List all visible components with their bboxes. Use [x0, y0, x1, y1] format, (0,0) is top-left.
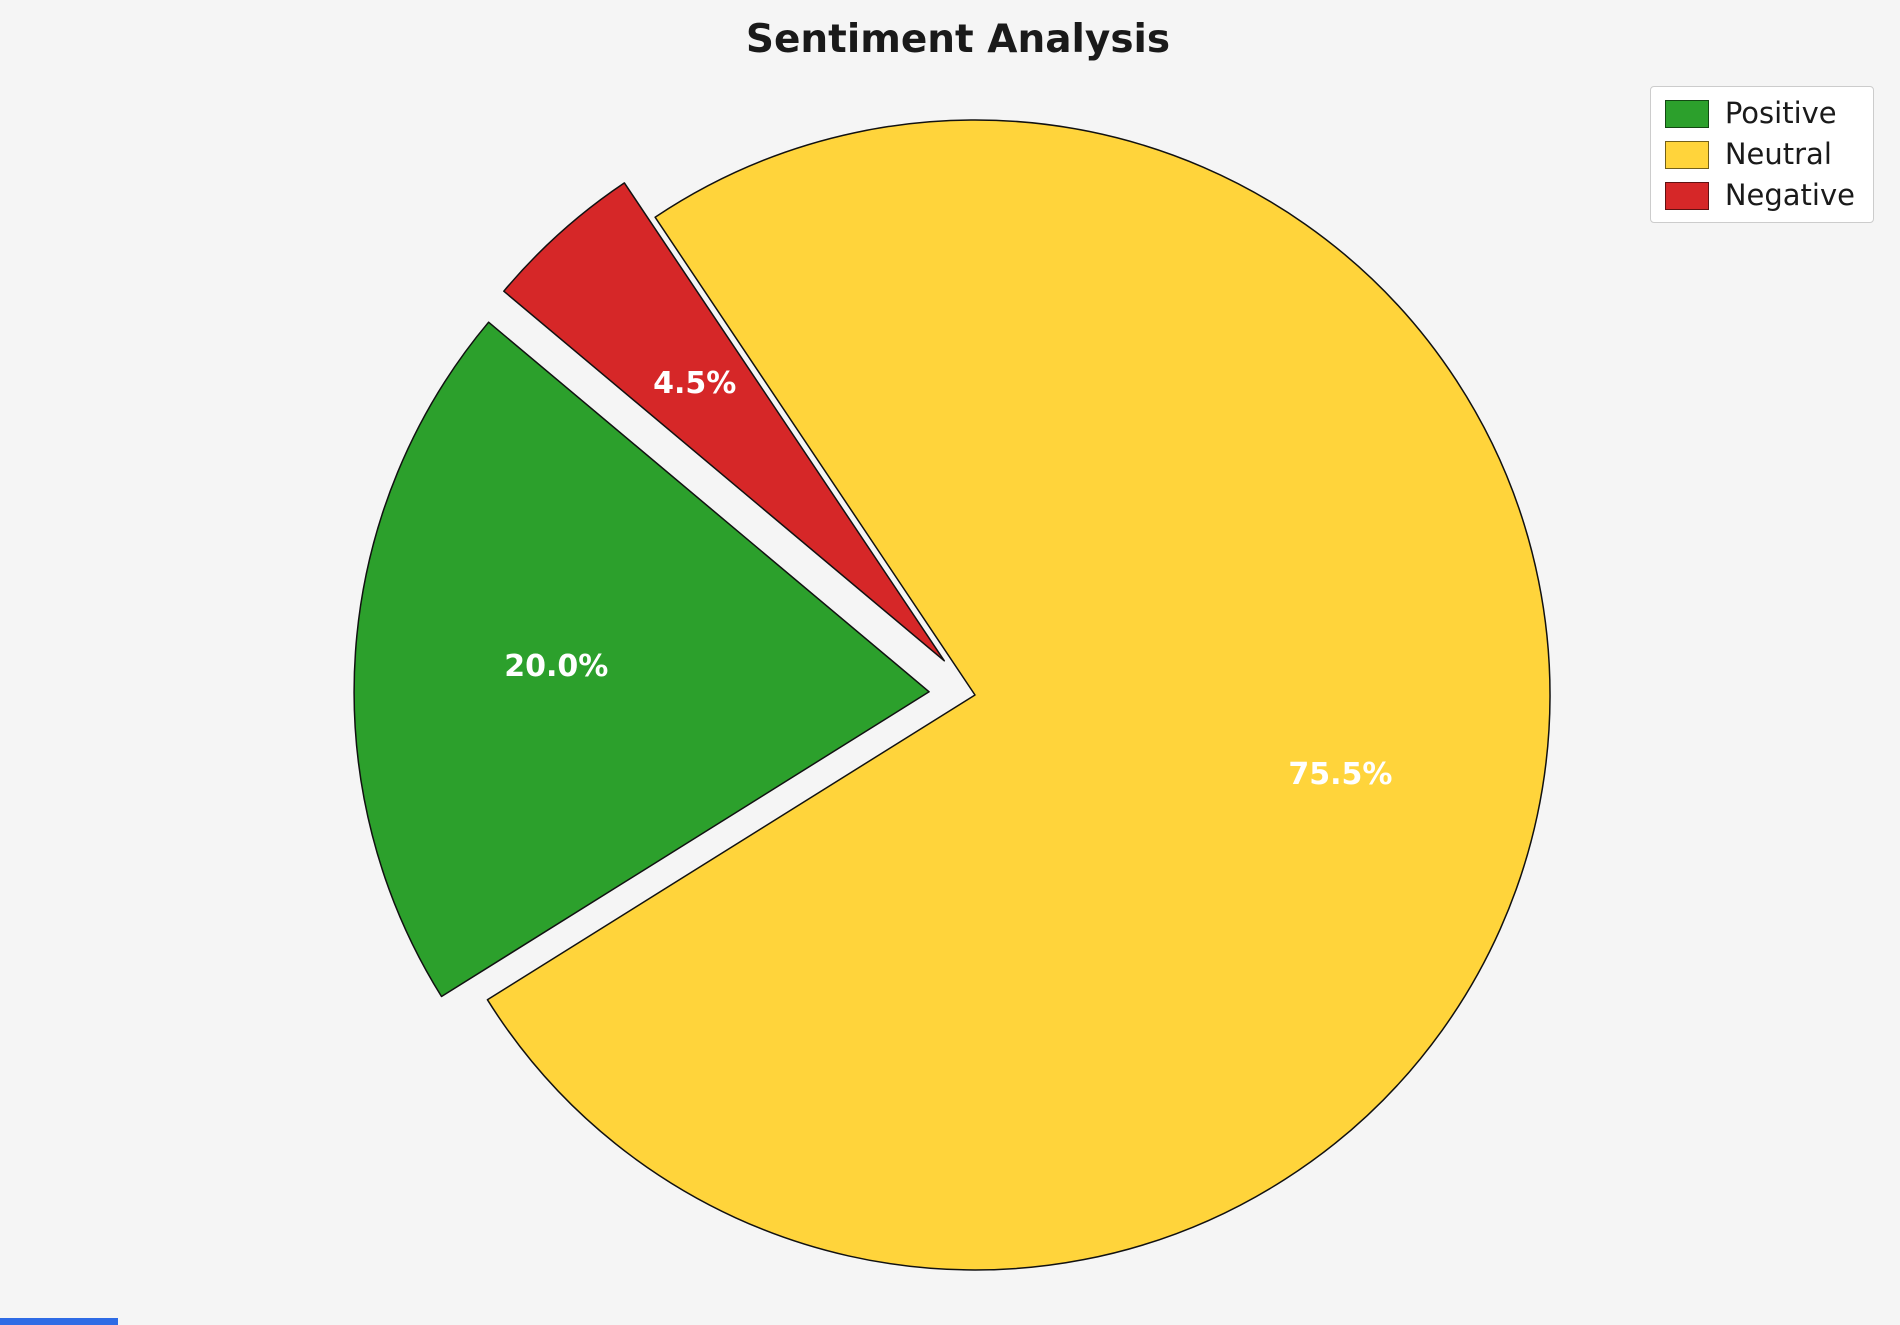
legend-item-neutral: Neutral: [1664, 137, 1855, 171]
legend-swatch-positive: [1664, 99, 1709, 128]
bottom-edge-blue-bar: [0, 1318, 118, 1325]
pct-label-neutral: 75.5%: [1288, 757, 1392, 792]
pct-label-negative: 4.5%: [653, 366, 736, 401]
chart-legend: Positive Neutral Negative: [1649, 86, 1874, 223]
pie-percentage-labels: 20.0% 75.5% 4.5%: [504, 366, 1392, 792]
pct-label-positive: 20.0%: [504, 649, 608, 684]
pie-slices: [353, 119, 1551, 1271]
pie-slice-negative: [503, 182, 946, 662]
pie-slice-neutral: [486, 119, 1551, 1271]
legend-label-neutral: Neutral: [1724, 137, 1832, 171]
pie-slice-positive: [353, 321, 930, 998]
legend-swatch-negative: [1664, 181, 1709, 210]
legend-label-positive: Positive: [1724, 96, 1837, 130]
legend-item-positive: Positive: [1664, 96, 1855, 130]
legend-label-negative: Negative: [1724, 178, 1855, 212]
legend-swatch-neutral: [1664, 140, 1709, 169]
chart-title: Sentiment Analysis: [746, 17, 1170, 62]
legend-item-negative: Negative: [1664, 178, 1855, 212]
